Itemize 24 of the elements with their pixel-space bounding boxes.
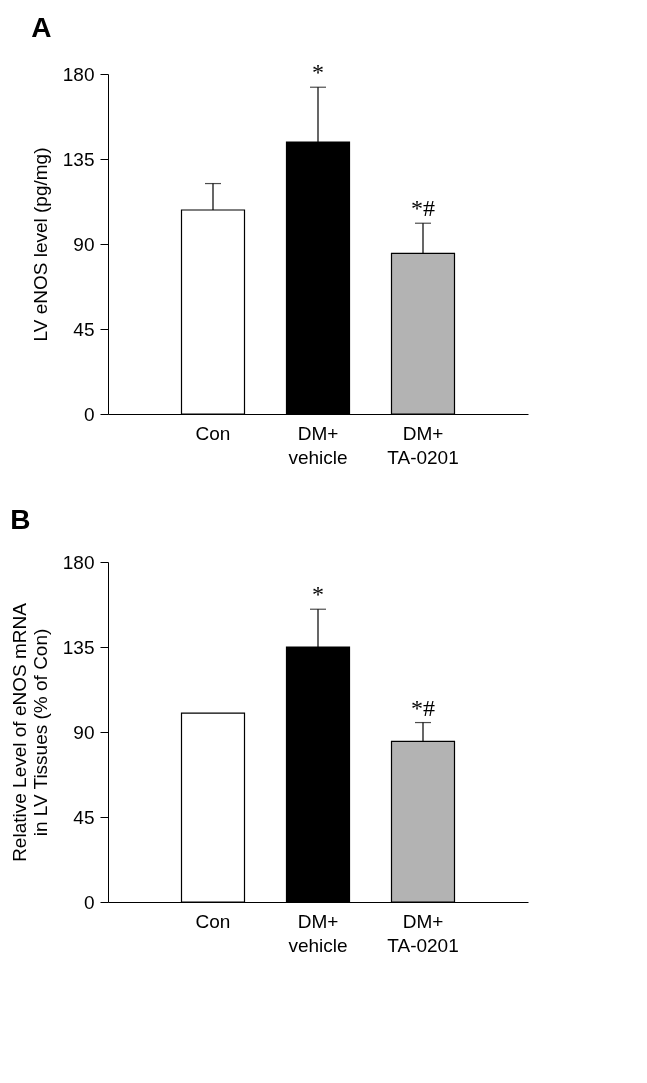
x-tick-label: DM+ TA-0201 xyxy=(387,910,459,956)
x-tick-label: Con xyxy=(195,422,231,444)
y-tick-label: 90 xyxy=(73,233,95,255)
x-tick-label: DM+ vehicle xyxy=(288,910,348,956)
y-tick-label: 45 xyxy=(73,806,95,828)
x-tick-label: DM+ TA-0201 xyxy=(387,422,459,468)
annotation: *# xyxy=(411,195,435,222)
chart-title: B xyxy=(10,504,31,535)
chart-title: A xyxy=(31,12,52,44)
y-tick-label: 90 xyxy=(73,721,95,743)
annotation: *# xyxy=(411,694,435,721)
annotation: * xyxy=(312,59,324,86)
x-tick-label: DM+ vehicle xyxy=(288,422,348,468)
x-tick-label: Con xyxy=(195,910,231,932)
y-tick-label: 135 xyxy=(62,148,95,170)
y-axis-title: Relative Level of eNOS mRNA in LV Tissues (% of Con) xyxy=(8,602,51,862)
y-tick-label: 135 xyxy=(62,636,95,658)
y-tick-label: 0 xyxy=(83,891,95,913)
y-tick-label: 0 xyxy=(83,403,95,425)
y-tick-label: 45 xyxy=(73,318,95,340)
y-tick-label: 180 xyxy=(62,551,95,573)
annotation: * xyxy=(312,581,324,608)
y-axis-title: LV eNOS level (pg/mg) xyxy=(29,147,51,342)
y-tick-label: 180 xyxy=(62,63,95,85)
